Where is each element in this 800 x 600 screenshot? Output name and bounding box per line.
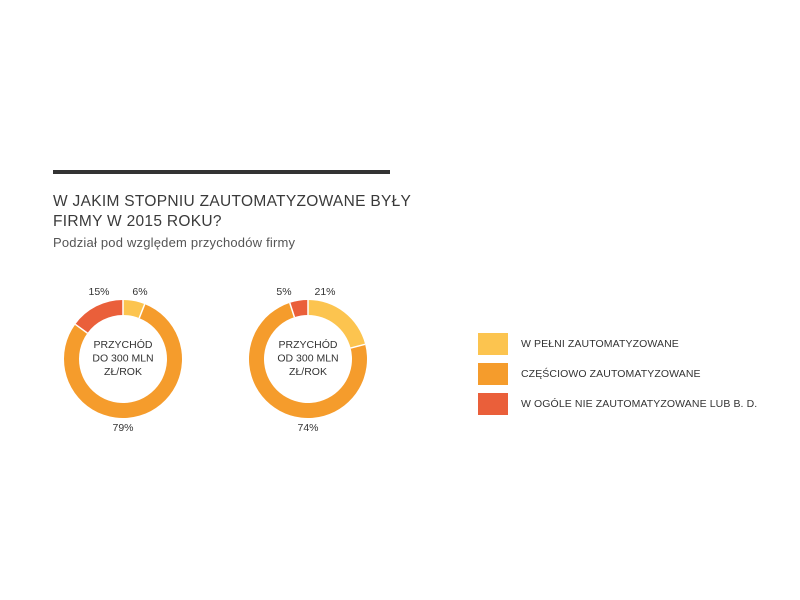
legend-swatch-none	[478, 393, 508, 415]
donut-1-separator	[138, 303, 146, 319]
legend-item-none: W OGÓLE NIE ZAUTOMATYZOWANE LUB B. D.	[478, 393, 757, 415]
legend-label-partial: CZĘŚCIOWO ZAUTOMATYZOWANE	[521, 368, 701, 380]
donut-2-center-label: PRZYCHÓD	[279, 338, 338, 351]
donut-1-slice-none	[75, 300, 123, 334]
legend-swatch-full	[478, 333, 508, 355]
donut-2-value-label-none: 5%	[276, 286, 291, 298]
donut-2-center-label: OD 300 MLN	[277, 353, 338, 365]
legend-swatch-partial	[478, 363, 508, 385]
donut-2-center-label: ZŁ/ROK	[289, 366, 327, 378]
donut-2-slice-none	[289, 300, 308, 318]
chart-title: W JAKIM STOPNIU ZAUTOMATYZOWANE BYŁY FIR…	[53, 193, 411, 230]
donut-1-value-label-partial: 79%	[112, 422, 133, 434]
legend-label-none: W OGÓLE NIE ZAUTOMATYZOWANE LUB B. D.	[521, 398, 758, 410]
chart-subtitle: Podział pod względem przychodów firmy	[53, 235, 296, 250]
donut-2-separator	[289, 302, 296, 318]
donut-2-value-label-full: 21%	[314, 286, 335, 298]
donut-1-separator	[74, 323, 88, 334]
donut-2-slice-full	[308, 300, 366, 349]
legend-item-full: W PEŁNI ZAUTOMATYZOWANE	[478, 333, 757, 355]
donut-2-value-label-partial: 74%	[297, 422, 318, 434]
header-rule	[53, 170, 390, 174]
donut-1-slice-full	[123, 300, 145, 319]
donut-1-center-label: DO 300 MLN	[92, 353, 153, 365]
donut-1-value-label-full: 6%	[132, 286, 147, 298]
legend-label-full: W PEŁNI ZAUTOMATYZOWANE	[521, 338, 679, 350]
donut-1-center-label: PRZYCHÓD	[94, 338, 153, 351]
legend-item-partial: CZĘŚCIOWO ZAUTOMATYZOWANE	[478, 363, 757, 385]
donut-1-center-label: ZŁ/ROK	[104, 366, 142, 378]
donut-1-value-label-none: 15%	[88, 286, 109, 298]
legend: W PEŁNI ZAUTOMATYZOWANE CZĘŚCIOWO ZAUTOM…	[478, 333, 757, 423]
donut-2-separator	[350, 343, 366, 349]
